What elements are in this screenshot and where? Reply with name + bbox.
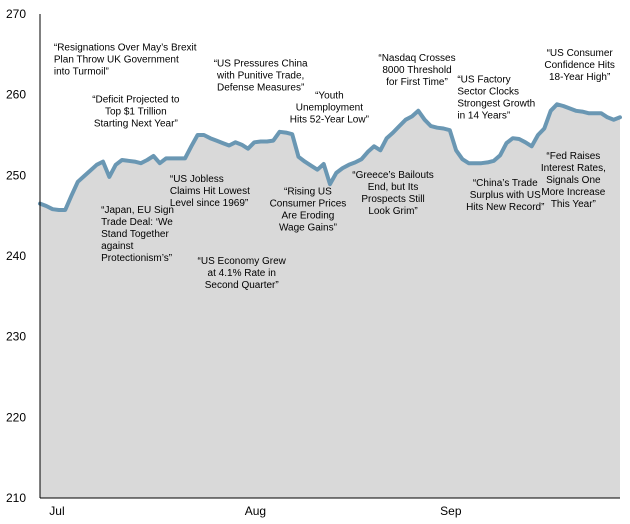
y-tick-label: 240	[6, 249, 26, 263]
headline-annotation: “Resignations Over May’s Brexit Plan Thro…	[54, 42, 197, 77]
area-layer	[40, 104, 620, 499]
x-tick-label: Aug	[245, 504, 266, 518]
y-tick-labels: 270 260 250 240 230 220 210	[6, 7, 26, 505]
headline-annotation: “Greece’s Bailouts End, but Its Prospects …	[352, 170, 434, 217]
headline-annotation: “Deficit Projected to Top $1 Trillion Star…	[92, 95, 180, 130]
annotations: “Resignations Over May’s Brexit Plan Thro…	[54, 42, 615, 291]
x-tick-label: Jul	[49, 504, 64, 518]
y-tick-label: 270	[6, 7, 26, 21]
line-layer	[38, 102, 622, 212]
headline-annotation: “Rising US Consumer Prices Are Eroding Wage…	[270, 187, 347, 234]
headline-annotation: “Nasdaq Crosses 8000 Threshold for First T…	[378, 53, 455, 88]
headline-annotation: “Fed Raises Interest Rates, Signals One Mor…	[541, 151, 606, 210]
x-tick-labels: Jul Aug Sep	[49, 504, 462, 518]
headline-annotation: “US Factory Sector Clocks Strongest Growth…	[457, 75, 535, 122]
y-tick-label: 210	[6, 491, 26, 505]
headline-annotation: “US Economy Grew at 4.1% Rate in Second Qu…	[198, 256, 287, 291]
headline-annotation: “US Consumer Confidence Hits 18-Year High”	[544, 48, 615, 83]
headline-annotation: “Youth Unemployment Hits 52-Year Low”	[290, 91, 369, 126]
y-tick-label: 260	[6, 88, 26, 102]
headline-annotation: “Japan, EU Sign Trade Deal: ‘We Stand Toge…	[101, 205, 174, 264]
headline-annotation: “China’s Trade Surplus with US Hits New Re…	[466, 178, 544, 213]
headline-annotation: “US Jobless Claims Hit Lowest Level since …	[170, 174, 250, 209]
headline-annotation: “US Pressures China with Punitive Trade, D…	[214, 58, 308, 93]
series-area	[40, 104, 620, 499]
y-tick-label: 230	[6, 330, 26, 344]
y-tick-label: 250	[6, 168, 26, 182]
series-line	[38, 102, 622, 212]
y-tick-label: 220	[6, 410, 26, 424]
x-tick-label: Sep	[440, 504, 462, 518]
axis-layer	[39, 14, 620, 499]
